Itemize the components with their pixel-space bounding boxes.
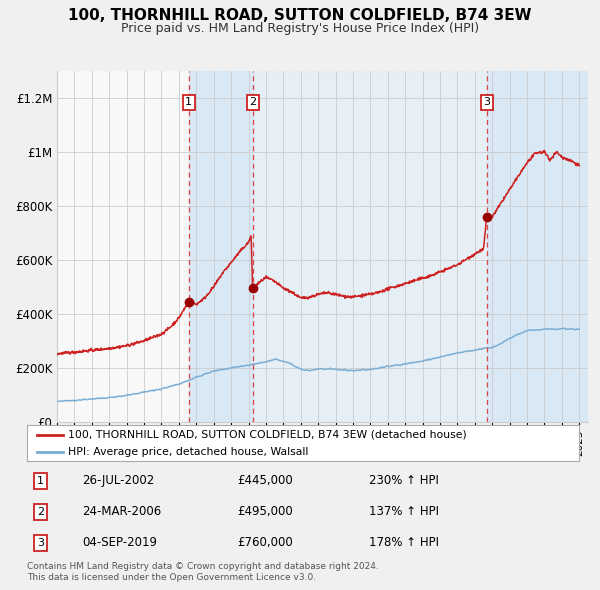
Text: 100, THORNHILL ROAD, SUTTON COLDFIELD, B74 3EW: 100, THORNHILL ROAD, SUTTON COLDFIELD, B…	[68, 8, 532, 22]
Text: HPI: Average price, detached house, Walsall: HPI: Average price, detached house, Wals…	[68, 447, 309, 457]
Text: This data is licensed under the Open Government Licence v3.0.: This data is licensed under the Open Gov…	[27, 573, 316, 582]
Text: 3: 3	[37, 538, 44, 548]
Bar	[487, 71, 588, 422]
Text: £495,000: £495,000	[237, 505, 293, 519]
Bar	[253, 71, 487, 422]
Text: 137% ↑ HPI: 137% ↑ HPI	[369, 505, 439, 519]
Text: 1: 1	[185, 97, 192, 107]
Text: 1: 1	[37, 476, 44, 486]
Text: 100, THORNHILL ROAD, SUTTON COLDFIELD, B74 3EW (detached house): 100, THORNHILL ROAD, SUTTON COLDFIELD, B…	[68, 430, 467, 440]
Text: Contains HM Land Registry data © Crown copyright and database right 2024.: Contains HM Land Registry data © Crown c…	[27, 562, 379, 571]
Text: 04-SEP-2019: 04-SEP-2019	[82, 536, 157, 549]
Text: 2: 2	[37, 507, 44, 517]
Text: 178% ↑ HPI: 178% ↑ HPI	[369, 536, 439, 549]
Text: 3: 3	[483, 97, 490, 107]
Text: Price paid vs. HM Land Registry's House Price Index (HPI): Price paid vs. HM Land Registry's House …	[121, 22, 479, 35]
Bar	[189, 71, 253, 422]
Text: £445,000: £445,000	[237, 474, 293, 487]
Text: £760,000: £760,000	[237, 536, 293, 549]
Text: 24-MAR-2006: 24-MAR-2006	[82, 505, 161, 519]
Text: 230% ↑ HPI: 230% ↑ HPI	[369, 474, 439, 487]
Text: 26-JUL-2002: 26-JUL-2002	[82, 474, 154, 487]
Text: 2: 2	[249, 97, 256, 107]
